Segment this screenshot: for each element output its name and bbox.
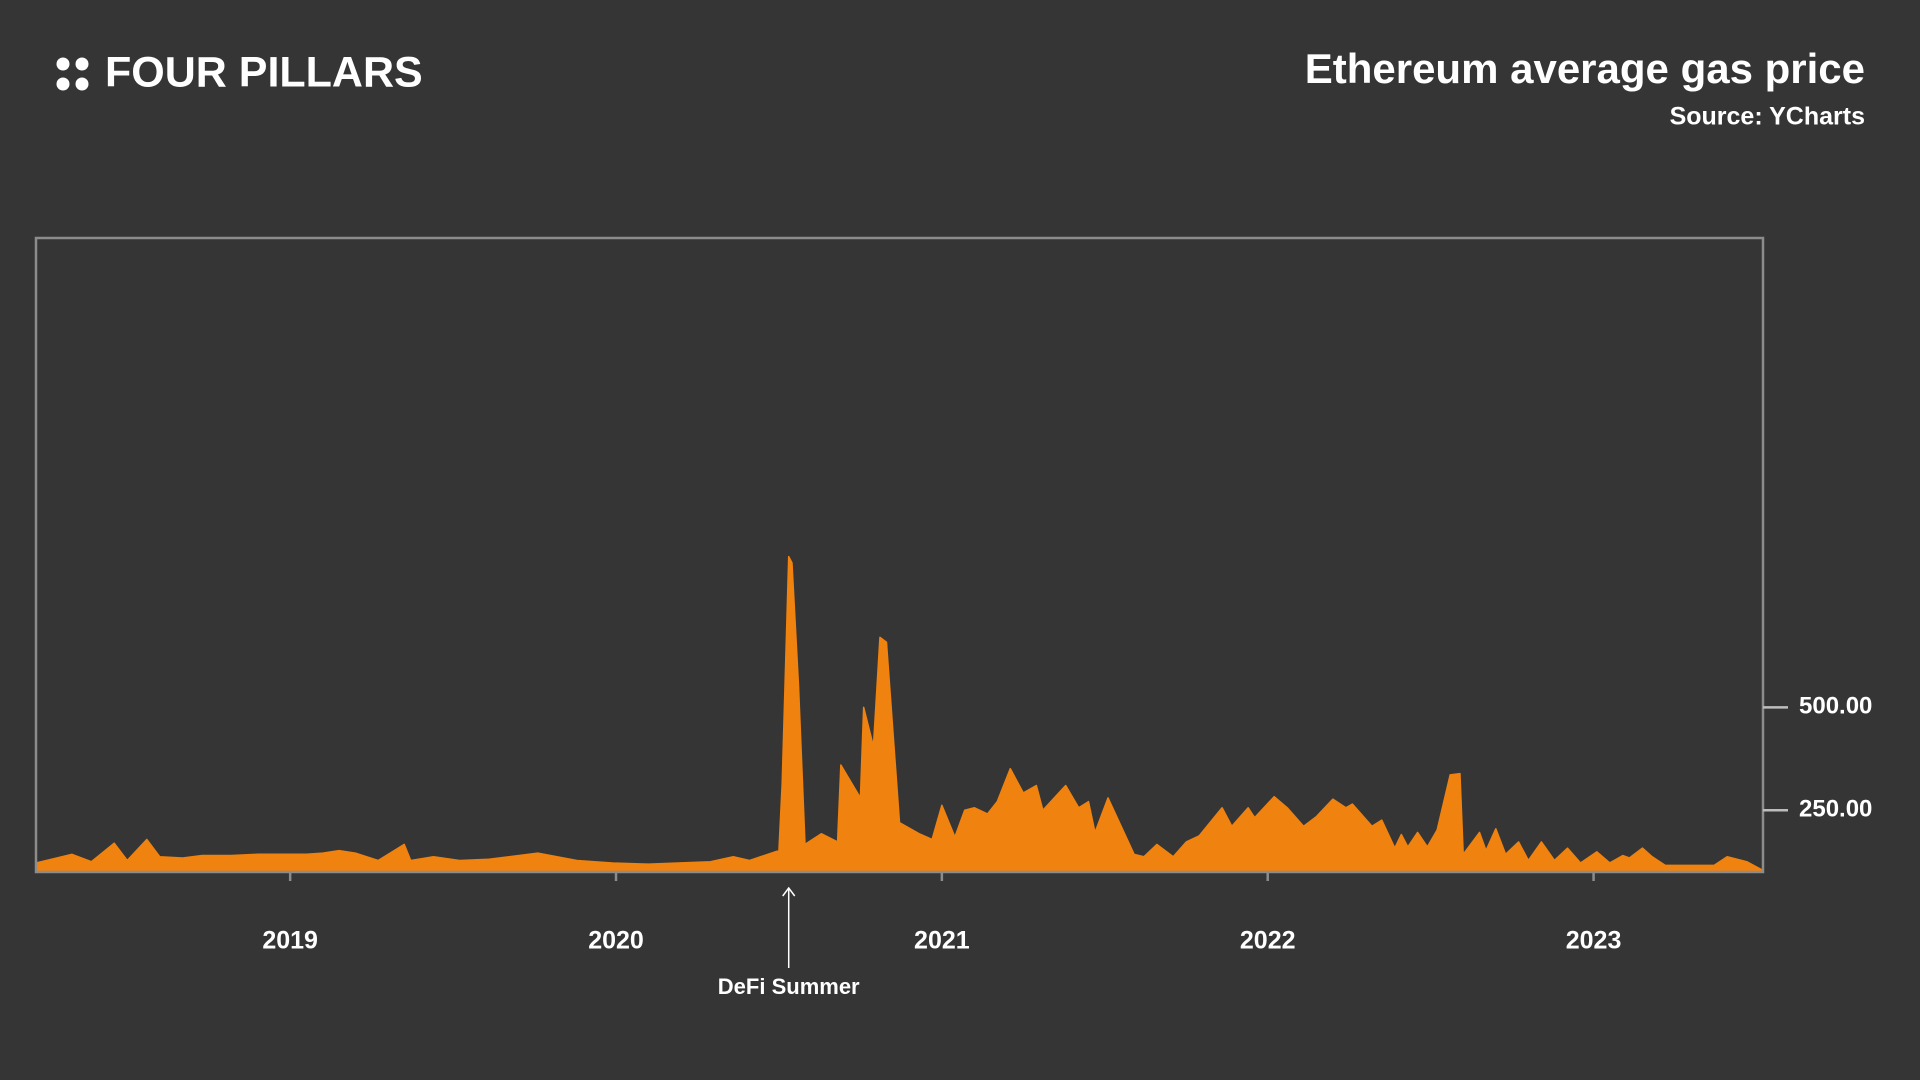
y-tick-label: 250.00 <box>1799 796 1872 823</box>
brand-name: FOUR PILLARS <box>105 48 423 96</box>
chart-title: Ethereum average gas price <box>1305 45 1865 92</box>
logo-dot <box>56 57 70 71</box>
logo-dot <box>75 77 89 91</box>
logo-dot <box>56 77 70 91</box>
area <box>35 555 1764 873</box>
x-tick-label: 2023 <box>1566 927 1622 955</box>
annotation-label: DeFi Summer <box>718 974 860 999</box>
y-tick-label: 500.00 <box>1799 693 1872 720</box>
logo-dot <box>75 57 89 71</box>
x-tick-label: 2019 <box>262 927 318 955</box>
x-tick-label: 2022 <box>1240 927 1296 955</box>
plot-frame <box>34 236 1765 874</box>
brand-logo <box>56 57 89 91</box>
annotation-arrowhead <box>782 886 796 897</box>
x-tick-label: 2021 <box>914 927 970 955</box>
chart-subtitle: Source: YCharts <box>1670 103 1865 131</box>
x-tick-label: 2020 <box>588 927 644 955</box>
